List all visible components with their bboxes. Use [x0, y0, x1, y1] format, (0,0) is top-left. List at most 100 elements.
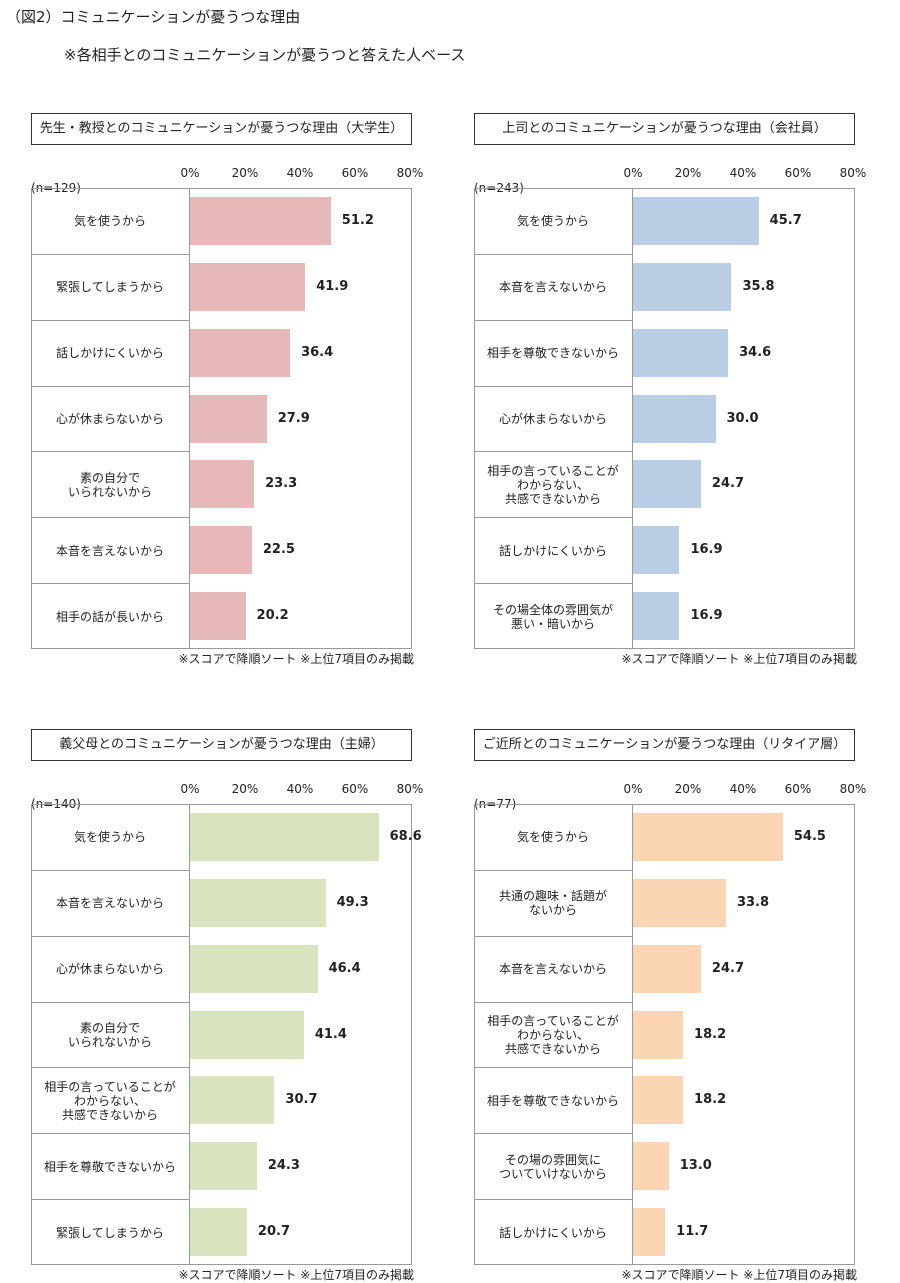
bar: [633, 878, 726, 927]
axis-tick-label: 80%: [839, 166, 867, 180]
bar: [190, 526, 252, 575]
category-label: 話しかけにくいから: [474, 517, 632, 583]
bar-value-label: 36.4: [301, 344, 334, 360]
bar: [633, 394, 716, 443]
chart-title: 先生・教授とのコミュニケーションが憂うつな理由（大学生）: [31, 113, 412, 145]
bar-value-label: 34.6: [739, 344, 772, 360]
bar: [633, 1010, 684, 1059]
category-label: 気を使うから: [73, 213, 146, 228]
bar: [190, 878, 326, 927]
category-label: 気を使うから: [516, 829, 589, 844]
chart-panel-retiree: ご近所とのコミュニケーションが憂うつな理由（リタイア層） (n=77) 0% 20% 4…: [474, 729, 866, 1282]
axis-tick-label: 80%: [396, 166, 424, 180]
bar-value-label: 22.5: [262, 542, 295, 558]
bar-value-label: 16.9: [690, 608, 723, 624]
bar: [190, 262, 306, 311]
bar-value-label: 49.3: [336, 894, 369, 910]
axis-tick-label: 60%: [784, 166, 812, 180]
plot-frame: [31, 804, 412, 1265]
plot-frame: [474, 188, 855, 649]
chart-panel-office-worker: 上司とのコミュニケーションが憂うつな理由（会社員） (n=243) 0% 20% 40%…: [474, 113, 866, 666]
bar-value-label: 41.9: [316, 278, 349, 294]
category-label: 本音を言えないから: [31, 517, 189, 583]
bar: [633, 460, 701, 509]
category-label: その場全体の雰囲気が 悪い・暗いから: [474, 583, 632, 649]
plot-frame: [474, 804, 855, 1265]
axis-tick-label: 40%: [729, 166, 757, 180]
category-label: 本音を言えないから: [31, 869, 189, 936]
bar-value-label: 24.7: [711, 960, 744, 976]
bar: [190, 328, 291, 377]
bar: [190, 460, 255, 509]
bar-value-label: 30.7: [285, 1092, 318, 1108]
category-label: 相手の言っていることが わからない、 共感できないから: [474, 1001, 632, 1068]
bar-value-label: 23.3: [265, 476, 298, 492]
bar: [633, 1076, 684, 1125]
axis-tick-label: 0%: [180, 166, 200, 180]
category-label: 相手の話が長いから: [31, 583, 189, 649]
bar: [190, 812, 379, 861]
category-label: 話しかけにくいから: [31, 319, 189, 386]
category-label: 話しかけにくいから: [474, 1199, 632, 1265]
axis-tick-label: 20%: [231, 166, 259, 180]
footnote: ※スコアで降順ソート ※上位7項目のみ掲載: [621, 652, 857, 666]
category-label: 心が休まらないから: [31, 935, 189, 1002]
bar-value-label: 41.4: [314, 1026, 347, 1042]
page-title: （図2）コミュニケーションが憂うつな理由: [6, 8, 301, 26]
bar-value-label: 16.9: [690, 542, 723, 558]
bar: [190, 1010, 304, 1059]
axis-tick-label: 60%: [784, 782, 812, 796]
chart-panel-university: 先生・教授とのコミュニケーションが憂うつな理由（大学生） (n=129) 0% 20%…: [31, 113, 423, 666]
chart-title: 上司とのコミュニケーションが憂うつな理由（会社員）: [474, 113, 855, 145]
axis-tick-label: 40%: [286, 782, 314, 796]
axis-tick-label: 0%: [623, 782, 643, 796]
bar: [633, 944, 701, 993]
category-label: 緊張してしまうから: [31, 253, 189, 320]
bar-value-label: 18.2: [694, 1026, 727, 1042]
bar: [633, 196, 759, 245]
category-label: 本音を言えないから: [474, 253, 632, 320]
footnote: ※スコアで降順ソート ※上位7項目のみ掲載: [178, 652, 414, 666]
chart-title: ご近所とのコミュニケーションが憂うつな理由（リタイア層）: [474, 729, 855, 761]
axis-tick-label: 20%: [231, 782, 259, 796]
category-label: 本音を言えないから: [474, 935, 632, 1002]
bar: [633, 1142, 669, 1191]
chart-title: 義父母とのコミュニケーションが憂うつな理由（主婦）: [31, 729, 412, 761]
axis-tick-label: 0%: [623, 166, 643, 180]
category-label: 相手を尊敬できないから: [474, 319, 632, 386]
axis-tick-label: 60%: [341, 782, 369, 796]
axis-tick-label: 20%: [674, 782, 702, 796]
bar: [633, 328, 729, 377]
category-label: 共通の趣味・話題が ないから: [474, 869, 632, 936]
category-label: 素の自分で いられないから: [31, 1001, 189, 1068]
category-label: 心が休まらないから: [31, 385, 189, 452]
category-label: 相手の言っていることが わからない、 共感できないから: [474, 451, 632, 517]
axis-tick-label: 60%: [341, 166, 369, 180]
bar-value-label: 20.7: [257, 1224, 290, 1240]
category-label: 相手を尊敬できないから: [31, 1133, 189, 1199]
category-label: 気を使うから: [516, 213, 589, 228]
bar-value-label: 11.7: [676, 1224, 709, 1240]
bar-value-label: 46.4: [328, 960, 361, 976]
category-label: 相手の言っていることが わからない、 共感できないから: [31, 1067, 189, 1133]
bar-value-label: 33.8: [736, 894, 770, 910]
bar: [633, 526, 680, 575]
bar-value-label: 20.2: [256, 608, 289, 624]
bar: [633, 262, 732, 311]
category-label: 相手を尊敬できないから: [474, 1067, 632, 1133]
bar-value-label: 24.7: [711, 476, 744, 492]
footnote: ※スコアで降順ソート ※上位7項目のみ掲載: [178, 1268, 414, 1282]
bar-value-label: 54.5: [793, 828, 826, 844]
category-axis-line: [632, 804, 633, 1265]
bar-value-label: 68.6: [389, 828, 422, 844]
footnote: ※スコアで降順ソート ※上位7項目のみ掲載: [621, 1268, 857, 1282]
chart-panel-homemaker: 義父母とのコミュニケーションが憂うつな理由（主婦） (n=140) 0% 20% 40%…: [31, 729, 423, 1282]
axis-tick-label: 40%: [729, 782, 757, 796]
page-subtitle: ※各相手とのコミュニケーションが憂うつと答えた人ベース: [64, 46, 466, 64]
category-axis-line: [632, 188, 633, 649]
plot-frame: [31, 188, 412, 649]
bar: [190, 944, 318, 993]
bar-value-label: 27.9: [277, 410, 310, 426]
bar-value-label: 51.2: [341, 212, 374, 228]
category-label: 気を使うから: [73, 829, 146, 844]
